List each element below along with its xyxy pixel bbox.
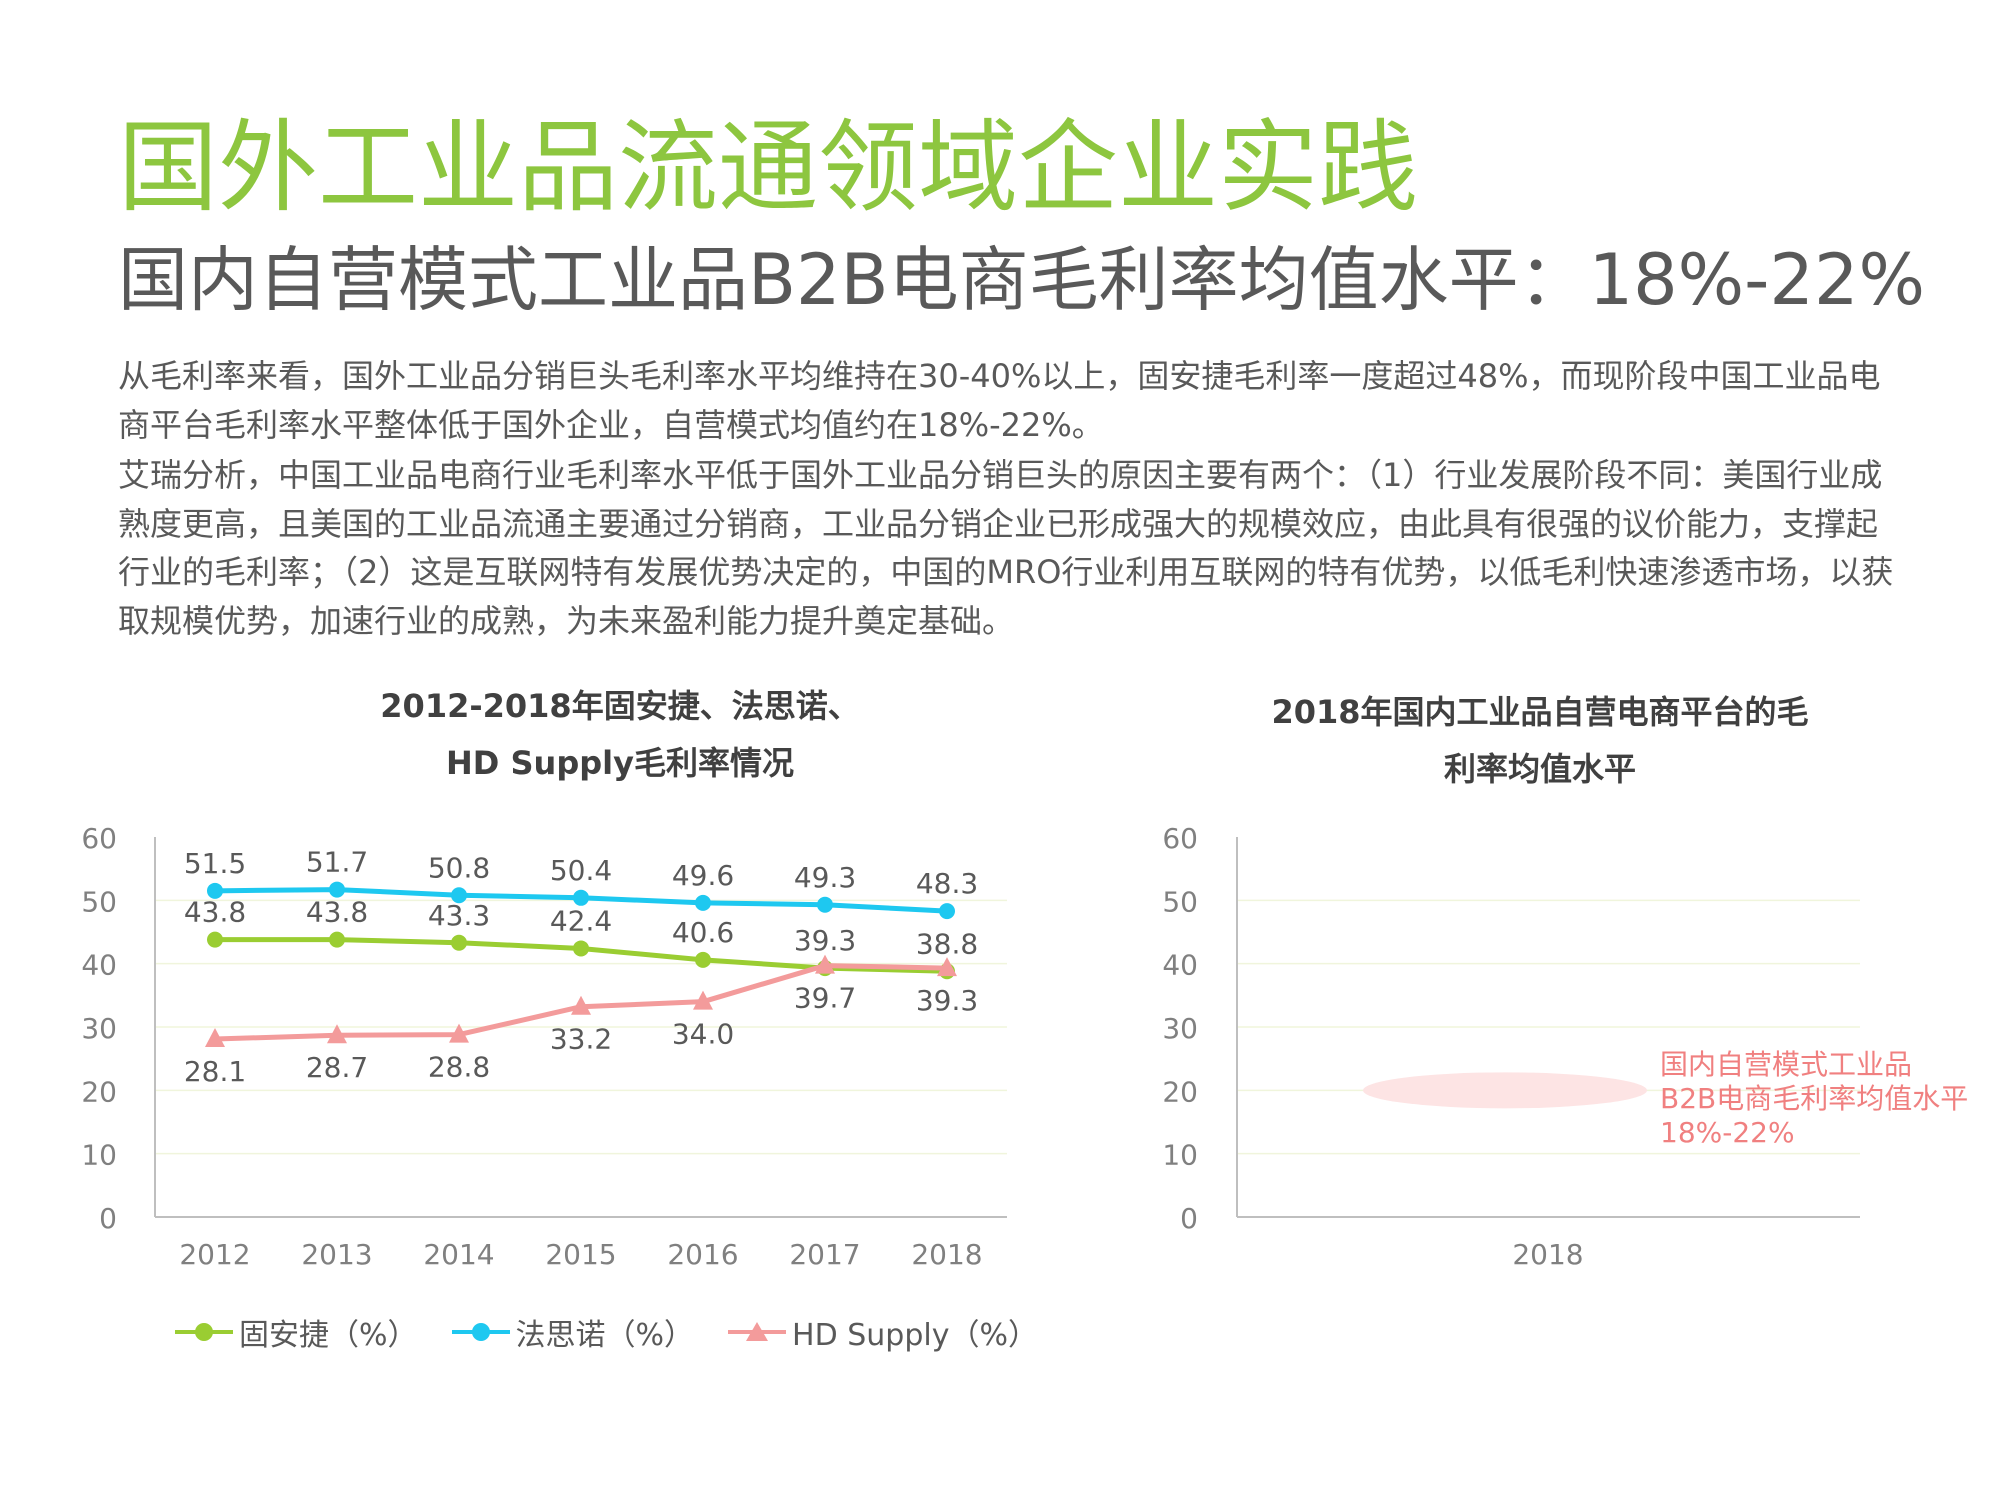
left-x-tick-label: 2017 bbox=[789, 1238, 860, 1271]
series-marker-0 bbox=[695, 951, 711, 968]
series-marker-1 bbox=[695, 894, 711, 911]
series-data-label-2: 28.8 bbox=[428, 1051, 490, 1084]
range-annotation-line-2: B2B电商毛利率均值水平 bbox=[1660, 1082, 1969, 1115]
left-y-tick-label: 0 bbox=[99, 1202, 117, 1235]
page-subtitle: 国内自营模式工业品B2B电商毛利率均值水平：18%-22% bbox=[118, 239, 1926, 321]
range-band bbox=[1363, 1072, 1647, 1109]
series-data-label-2: 39.7 bbox=[794, 982, 856, 1015]
series-data-label-0: 39.3 bbox=[794, 924, 856, 957]
body-paragraph-2: 艾瑞分析，中国工业品电商行业毛利率水平低于国外工业品分销巨头的原因主要有两个：（… bbox=[118, 456, 1894, 640]
left-x-tick-label: 2018 bbox=[911, 1238, 982, 1271]
series-data-label-1: 51.5 bbox=[184, 847, 246, 880]
series-marker-2 bbox=[571, 995, 591, 1015]
body-paragraph-1: 从毛利率来看，国外工业品分销巨头毛利率水平均维持在30-40%以上，固安捷毛利率… bbox=[118, 357, 1881, 444]
series-data-label-1: 48.3 bbox=[916, 867, 978, 900]
series-data-label-1: 49.6 bbox=[672, 859, 734, 892]
series-marker-2 bbox=[205, 1028, 225, 1048]
series-data-label-2: 28.1 bbox=[184, 1055, 246, 1088]
legend-swatch-gu-an-jie bbox=[175, 1322, 233, 1342]
page-title: 国外工业品流通领域企业实践 bbox=[118, 109, 1418, 226]
series-marker-2 bbox=[693, 990, 713, 1010]
right-y-tick-label: 20 bbox=[1162, 1075, 1198, 1108]
series-marker-0 bbox=[573, 940, 589, 957]
series-marker-0 bbox=[451, 934, 467, 951]
legend-label-hd-supply: HD Supply（%） bbox=[792, 1318, 1038, 1353]
series-data-label-0: 40.6 bbox=[672, 916, 734, 949]
series-marker-1 bbox=[207, 882, 223, 899]
left-y-tick-label: 30 bbox=[81, 1012, 117, 1045]
left-y-tick-label: 10 bbox=[81, 1139, 117, 1172]
series-marker-2 bbox=[449, 1023, 469, 1043]
legend-item-fa-si-nuo: 法思诺（%） bbox=[451, 1310, 695, 1354]
legend-label-fa-si-nuo: 法思诺（%） bbox=[515, 1318, 695, 1353]
left-x-tick-label: 2014 bbox=[423, 1238, 494, 1271]
right-y-tick-label: 60 bbox=[1162, 822, 1198, 855]
series-marker-1 bbox=[329, 881, 345, 898]
series-data-label-1: 50.8 bbox=[428, 851, 490, 884]
series-marker-2 bbox=[327, 1024, 347, 1044]
right-y-tick-label: 10 bbox=[1162, 1139, 1198, 1172]
series-marker-0 bbox=[207, 931, 223, 948]
series-marker-1 bbox=[939, 903, 955, 920]
right-x-tick-label: 2018 bbox=[1512, 1238, 1583, 1271]
legend-item-gu-an-jie: 固安捷（%） bbox=[175, 1310, 418, 1354]
left-chart-title-line-2: HD Supply毛利率情况 bbox=[446, 744, 794, 782]
left-x-tick-label: 2015 bbox=[545, 1238, 616, 1271]
series-marker-1 bbox=[451, 887, 467, 904]
left-x-tick-label: 2013 bbox=[301, 1238, 372, 1271]
series-data-label-1: 49.3 bbox=[794, 861, 856, 894]
series-marker-1 bbox=[573, 889, 589, 906]
series-data-label-1: 51.7 bbox=[306, 846, 368, 879]
right-y-tick-label: 30 bbox=[1162, 1012, 1198, 1045]
right-chart-title: 2018年国内工业品自营电商平台的毛 利率均值水平 bbox=[1230, 684, 1850, 798]
range-annotation: 国内自营模式工业品 B2B电商毛利率均值水平 18%-22% bbox=[1660, 1048, 1968, 1150]
series-data-label-0: 43.8 bbox=[306, 896, 368, 929]
left-chart-title: 2012-2018年固安捷、法思诺、 HD Supply毛利率情况 bbox=[340, 678, 900, 792]
series-data-label-2: 28.7 bbox=[306, 1051, 368, 1084]
left-y-tick-label: 50 bbox=[81, 885, 117, 918]
series-data-label-1: 50.4 bbox=[550, 854, 612, 887]
left-chart-title-line-1: 2012-2018年固安捷、法思诺、 bbox=[380, 687, 860, 725]
legend-swatch-fa-si-nuo bbox=[451, 1322, 510, 1342]
right-y-tick-label: 40 bbox=[1162, 949, 1198, 982]
series-marker-0 bbox=[329, 931, 345, 948]
right-y-tick-label: 0 bbox=[1180, 1202, 1198, 1235]
legend-item-hd-supply: HD Supply（%） bbox=[728, 1310, 1038, 1354]
left-y-tick-label: 40 bbox=[81, 949, 117, 982]
left-x-tick-label: 2012 bbox=[179, 1238, 250, 1271]
right-y-tick-label: 50 bbox=[1162, 885, 1198, 918]
series-marker-1 bbox=[817, 896, 833, 913]
legend-label-gu-an-jie: 固安捷（%） bbox=[239, 1318, 418, 1353]
left-y-tick-label: 60 bbox=[81, 822, 117, 855]
series-data-label-0: 43.3 bbox=[428, 899, 490, 932]
range-annotation-line-1: 国内自营模式工业品 bbox=[1660, 1048, 1913, 1081]
right-chart-title-line-1: 2018年国内工业品自营电商平台的毛 bbox=[1271, 693, 1809, 731]
left-chart-legend: 固安捷（%） 法思诺（%） HD Supply（%） bbox=[175, 1310, 1038, 1354]
left-x-tick-label: 2016 bbox=[667, 1238, 738, 1271]
series-marker-2 bbox=[937, 957, 957, 977]
series-data-label-2: 39.3 bbox=[916, 984, 978, 1017]
series-data-label-2: 33.2 bbox=[550, 1023, 612, 1056]
left-y-tick-label: 20 bbox=[81, 1075, 117, 1108]
right-chart-title-line-2: 利率均值水平 bbox=[1443, 750, 1636, 788]
series-data-label-2: 34.0 bbox=[672, 1018, 734, 1051]
series-data-label-0: 42.4 bbox=[550, 904, 612, 937]
legend-swatch-hd-supply bbox=[728, 1322, 787, 1342]
range-annotation-line-3: 18%-22% bbox=[1660, 1116, 1795, 1149]
series-data-label-0: 38.8 bbox=[916, 927, 978, 960]
series-marker-2 bbox=[815, 954, 835, 974]
series-data-label-0: 43.8 bbox=[184, 896, 246, 929]
